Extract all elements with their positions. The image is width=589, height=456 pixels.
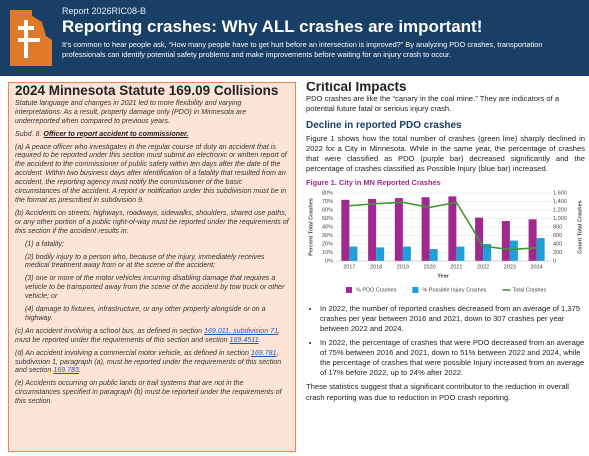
bar — [528, 219, 537, 261]
y-tick-label: 50% — [322, 216, 333, 222]
bullet: In 2022, the percentage of crashes that … — [320, 338, 585, 379]
bar — [349, 246, 358, 261]
line — [349, 201, 537, 251]
intro: It’s common to hear people ask, “How man… — [62, 40, 543, 59]
x-tick-label: 2019 — [397, 264, 409, 270]
bar — [429, 248, 438, 261]
bullet: In 2022, the number of reported crashes … — [320, 304, 585, 335]
impacts: Critical Impacts PDO crashes are like th… — [306, 82, 585, 452]
legend-swatch — [346, 286, 352, 293]
subheading: Decline in reported PDO crashes — [306, 119, 462, 131]
statute-box: 2024 Minnesota Statute 169.09 Collisions… — [8, 82, 296, 452]
bullets: In 2022, the number of reported crashes … — [306, 304, 585, 378]
x-tick-label: 2024 — [531, 264, 543, 270]
paragraph: Statute language and changes in 2021 led… — [15, 98, 247, 125]
y2-tick-label: 1,400 — [553, 199, 567, 205]
y-tick-label: 80% — [322, 190, 333, 196]
title: Reporting crashes: Why ALL crashes are i… — [62, 17, 483, 36]
bar — [421, 197, 430, 261]
x-tick-label: 2020 — [424, 264, 436, 270]
text: , subdivision 1, paragraph (a), must be … — [15, 348, 282, 375]
subdivision: Subd. 8. Officer to report accident to c… — [15, 130, 289, 139]
x-tick-label: 2023 — [504, 264, 516, 270]
bar — [456, 246, 465, 261]
y-tick-label: 40% — [322, 224, 333, 230]
y2-tick-label: 1,600 — [553, 190, 567, 196]
legend-label: % PDO Crashes — [356, 287, 397, 293]
bar — [368, 198, 377, 261]
y-axis-title: Percent Total Crashes — [308, 198, 314, 256]
chart-title: Figure 1. City in MN Reported Crashes — [306, 177, 441, 187]
x-tick-label: 2018 — [370, 264, 382, 270]
bar — [394, 197, 403, 261]
heading: Critical Impacts — [306, 82, 407, 94]
chart: 0% 10% 20% 30% 40% 50% 60% 70% 80% 0 200 400 600 800 1… — [308, 190, 583, 293]
y-tick-label: 10% — [322, 250, 333, 256]
logo — [10, 10, 52, 66]
y2-tick-label: 800 — [553, 224, 562, 230]
legend-label: % Possible Injury Crashes — [422, 287, 486, 293]
header: Report 2026RIC08-B Reporting crashes: Wh… — [0, 0, 589, 76]
heading: 2024 Minnesota Statute 169.09 Collisions — [15, 83, 279, 98]
paragraph: PDO crashes are like the “canary in the … — [306, 94, 560, 114]
bar — [501, 220, 510, 261]
bar — [483, 243, 492, 261]
list-item: (3) one or more of the motor vehicles in… — [25, 274, 285, 301]
bar — [341, 199, 350, 261]
bar — [402, 246, 411, 261]
text: , must be reported under the requirement… — [15, 326, 281, 344]
y2-tick-label: 1,000 — [553, 216, 567, 222]
y-tick-label: 0% — [325, 258, 333, 264]
bar — [376, 247, 385, 261]
x-tick-label: 2021 — [450, 264, 462, 270]
paragraph: These statistics suggest that a signific… — [306, 382, 569, 402]
legend-label: Total Crashes — [513, 287, 547, 293]
y-tick-label: 70% — [322, 199, 333, 205]
link[interactable]: 169.011, subdivision 71 — [204, 326, 279, 335]
paragraph: (a) A peace officer who investigates in … — [15, 142, 287, 204]
paragraph: (d) An accident involving a commercial m… — [15, 349, 289, 376]
paragraph: (b) Accidents on streets, highways, road… — [15, 208, 289, 235]
label: Subd. 8. — [15, 129, 42, 138]
list-item: (4) damage to fixtures, infrastructure, … — [25, 305, 266, 322]
y2-tick-label: 400 — [553, 241, 562, 247]
link[interactable]: 169.4511 — [229, 335, 259, 344]
y2-tick-label: 600 — [553, 233, 562, 239]
subdivision-title: Officer to report accident to commission… — [43, 129, 189, 138]
report-id: Report 2026RIC08-B — [62, 6, 147, 16]
list-item: (1) a fatality; — [25, 239, 65, 248]
x-tick-label: 2017 — [343, 264, 355, 270]
x-axis-title: Year — [437, 273, 449, 279]
paragraph: (c) An accident involving a school bus, … — [15, 327, 289, 345]
y2-tick-label: 0 — [553, 258, 556, 264]
text: . — [78, 366, 81, 375]
text: . — [258, 335, 261, 344]
list-item: (2) bodily injury to a person who, becau… — [25, 252, 265, 270]
text: (d) An accident involving a commercial m… — [15, 348, 251, 357]
bar — [536, 237, 545, 261]
y-tick-label: 30% — [322, 233, 333, 239]
bar — [448, 196, 457, 261]
text: (c) An accident involving a school bus, … — [15, 326, 205, 335]
bar — [509, 240, 518, 261]
y2-axis-title: Count Total Crashes — [577, 200, 583, 253]
paragraph: Figure 1 shows how the total number of c… — [306, 133, 585, 174]
legend-swatch — [412, 286, 419, 293]
y2-tick-label: 1,200 — [553, 207, 567, 213]
y-tick-label: 20% — [322, 241, 333, 247]
paragraph: (e) Accidents occurring on public lands … — [15, 379, 282, 406]
link[interactable]: 169.781 — [250, 348, 277, 357]
x-tick-label: 2022 — [477, 264, 489, 270]
link[interactable]: 169.783 — [53, 366, 79, 375]
y2-tick-label: 200 — [553, 250, 562, 256]
y-tick-label: 60% — [322, 207, 333, 213]
